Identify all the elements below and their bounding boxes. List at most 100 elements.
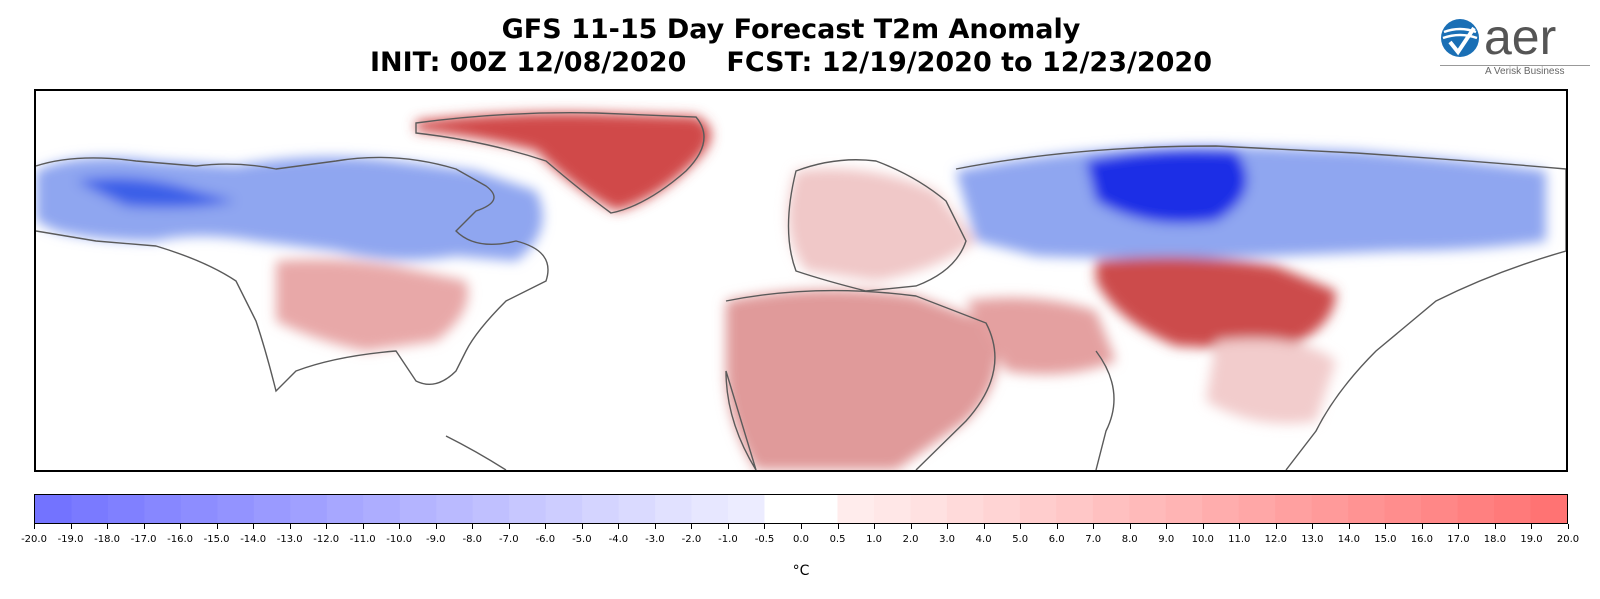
colorbar-segment: [1129, 495, 1167, 523]
colorbar-segment: [983, 495, 1021, 523]
aer-logo: aer: [1441, 12, 1556, 65]
colorbar-tick-mark: [1568, 524, 1569, 529]
chart-subtitle: INIT: 00Z 12/08/2020 FCST: 12/19/2020 to …: [0, 47, 1582, 78]
colorbar-segment: [1092, 495, 1130, 523]
colorbar-tick-mark: [1458, 524, 1460, 529]
colorbar-tick-mark: [801, 524, 802, 529]
chart-title: GFS 11-15 Day Forecast T2m Anomaly: [501, 14, 1081, 45]
colorbar-tick-label: -1.0: [718, 534, 738, 545]
colorbar-tick-label: 18.0: [1483, 534, 1507, 545]
colorbar-segment: [1238, 495, 1276, 523]
colorbar-tick-mark: [983, 524, 985, 529]
colorbar-segment: [290, 495, 328, 523]
colorbar-tick-mark: [143, 524, 145, 529]
colorbar-segment: [436, 495, 474, 523]
colorbar-tick-mark: [362, 524, 364, 529]
colorbar-segment: [618, 495, 656, 523]
colorbar-tick-label: -9.0: [425, 534, 446, 545]
colorbar-tick-mark: [326, 524, 328, 529]
warm-anomaly-central-asia: [1096, 257, 1336, 351]
colorbar-tick-mark: [764, 524, 766, 529]
colorbar-segment: [655, 495, 693, 523]
colorbar-segment: [363, 495, 401, 523]
colorbar-segment: [946, 495, 984, 523]
colorbar-segment: [1348, 495, 1386, 523]
colorbar-tick-label: 16.0: [1410, 534, 1434, 545]
colorbar-tick-mark: [70, 524, 72, 529]
colorbar-segment: [545, 495, 583, 523]
colorbar-segment: [1384, 495, 1422, 523]
colorbar-segment: [1530, 495, 1567, 523]
colorbar-segment: [107, 495, 145, 523]
colorbar-segment: [1494, 495, 1532, 523]
colorbar-tick-label: -14.0: [240, 534, 267, 545]
colorbar-tick-mark: [1275, 524, 1277, 529]
colorbar-segment: [1019, 495, 1057, 523]
anomaly-map: [34, 89, 1568, 472]
colorbar-tick-label: 7.0: [1085, 534, 1102, 545]
colorbar-tick-label: -0.5: [754, 534, 775, 545]
logo-divider: [1440, 65, 1590, 66]
colorbar-tick-mark: [618, 524, 620, 529]
logo-tagline: A Verisk Business: [1485, 66, 1565, 77]
colorbar-segment: [472, 495, 510, 523]
colorbar-tick-mark: [1348, 524, 1350, 529]
colorbar-tick-label: -3.0: [645, 534, 665, 545]
colorbar-segment: [764, 495, 802, 523]
colorbar-tick-label: 8.0: [1121, 534, 1138, 545]
colorbar-tick-label: 2.0: [902, 534, 919, 545]
colorbar-tick-mark: [1494, 524, 1496, 529]
colorbar-segment: [217, 495, 255, 523]
colorbar-tick-mark: [34, 524, 35, 529]
colorbar-segment: [1056, 495, 1094, 523]
colorbar-tick-mark: [1531, 524, 1533, 529]
colorbar-tick-label: -19.0: [57, 534, 84, 545]
colorbar-tick-label: 6.0: [1048, 534, 1065, 545]
colorbar-tick-label: -12.0: [313, 534, 340, 545]
colorbar-tick-mark: [727, 524, 729, 529]
colorbar-tick-mark: [545, 524, 547, 529]
colorbar-segment: [253, 495, 291, 523]
colorbar-tick-mark: [1056, 524, 1058, 529]
colorbar-segment: [144, 495, 182, 523]
colorbar-tick-mark: [1421, 524, 1423, 529]
colorbar-tick-label: -16.0: [167, 534, 194, 545]
colorbar-tick-label: -15.0: [203, 534, 230, 545]
cold-anomaly-canada: [36, 157, 543, 261]
colorbar-segment: [35, 495, 72, 523]
colorbar-tick-label: -7.0: [499, 534, 519, 545]
colorbar-segment: [691, 495, 729, 523]
colorbar-tick-label: 19.0: [1520, 534, 1543, 545]
colorbar-tick-label: -20.0: [21, 534, 47, 545]
colorbar-tick-label: -13.0: [276, 534, 303, 545]
colorbar-segment: [180, 495, 218, 523]
colorbar-tick-mark: [435, 524, 437, 529]
colorbar-tick-label: -8.0: [462, 534, 483, 545]
colorbar-tick-mark: [1129, 524, 1131, 529]
colorbar-tick-label: 0.0: [793, 534, 809, 545]
colorbar-tick-mark: [1312, 524, 1314, 529]
colorbar-tick-label: 4.0: [975, 534, 992, 545]
colorbar-tick-label: 12.0: [1264, 534, 1287, 545]
colorbar-tick-label: -17.0: [130, 534, 157, 545]
cold-anomaly-siberia: [956, 146, 1546, 259]
colorbar-tick-mark: [472, 524, 474, 529]
colorbar-tick-label: 3.0: [939, 534, 956, 545]
colorbar-tick-mark: [874, 524, 876, 529]
colorbar-tick-label: -2.0: [681, 534, 702, 545]
colorbar-tick-mark: [216, 524, 218, 529]
colorbar-tick-label: 14.0: [1337, 534, 1360, 545]
colorbar-tick-label: 20.0: [1556, 534, 1580, 545]
colorbar-tick-mark: [180, 524, 182, 529]
colorbar-tick-label: 17.0: [1447, 534, 1470, 545]
warm-anomaly-greenland: [416, 112, 711, 211]
coastlines: [36, 112, 1566, 470]
colorbar-segment: [71, 495, 109, 523]
colorbar-tick-label: 0.5: [829, 534, 846, 545]
warm-anomaly-africa: [726, 289, 998, 470]
anomaly-fields: [36, 112, 1546, 470]
colorbar-tick-mark: [1202, 524, 1204, 529]
colorbar: [34, 494, 1568, 524]
colorbar-tick-mark: [399, 524, 401, 529]
colorbar-tick-mark: [107, 524, 109, 529]
